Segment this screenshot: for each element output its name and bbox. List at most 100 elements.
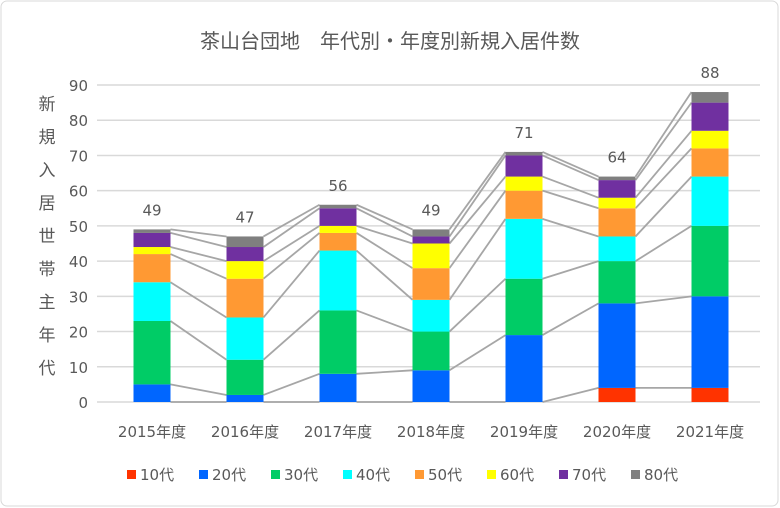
series-line <box>448 154 507 237</box>
legend-swatch <box>343 470 352 479</box>
legend-item-40代: 40代 <box>343 466 390 484</box>
total-label: 49 <box>142 201 161 219</box>
series-line <box>170 253 227 280</box>
bar-segment-60代-2020年度 <box>598 197 636 209</box>
series-line <box>448 278 507 333</box>
series-line <box>262 249 321 319</box>
legend-item-70代: 70代 <box>559 466 606 484</box>
x-tick-label: 2015年度 <box>118 423 186 441</box>
total-label: 47 <box>235 208 254 226</box>
series-line <box>170 228 227 238</box>
series-line <box>170 383 227 396</box>
bar-segment-70代-2018年度 <box>412 236 450 244</box>
legend-swatch <box>487 470 496 479</box>
bar-segment-50代-2019年度 <box>505 190 543 219</box>
bar-segment-70代-2015年度 <box>133 232 171 248</box>
series-line <box>542 151 599 178</box>
legend-label: 50代 <box>428 466 462 484</box>
bar-segment-80代-2016年度 <box>226 236 264 248</box>
x-tick-label: 2021年度 <box>676 423 744 441</box>
bar-segment-20代-2016年度 <box>226 394 264 402</box>
x-tick-label: 2016年度 <box>211 423 279 441</box>
series-line <box>542 154 599 181</box>
bar-segment-60代-2016年度 <box>226 261 264 279</box>
series-line <box>262 232 321 280</box>
bar-segment-70代-2020年度 <box>598 180 636 198</box>
bar-segment-30代-2016年度 <box>226 359 264 395</box>
y-tick-label: 20 <box>69 324 88 342</box>
bar-segment-80代-2017年度 <box>319 204 357 209</box>
bar-segment-70代-2017年度 <box>319 208 357 226</box>
total-label: 49 <box>421 201 440 219</box>
series-line <box>634 102 693 181</box>
legend-swatch <box>415 470 424 479</box>
bar-segment-80代-2019年度 <box>505 151 543 156</box>
y-label-char: 帯 <box>39 260 56 280</box>
series-line <box>448 151 507 230</box>
bar-segment-30代-2020年度 <box>598 261 636 304</box>
legend-label: 80代 <box>644 466 678 484</box>
bar-segment-80代-2018年度 <box>412 229 450 237</box>
y-label-char: 新 <box>39 95 56 115</box>
bar-segment-80代-2020年度 <box>598 176 636 181</box>
bar-segment-20代-2018年度 <box>412 370 450 402</box>
y-tick-label: 80 <box>69 112 88 130</box>
series-line <box>542 387 599 403</box>
series-line <box>634 130 693 199</box>
y-tick-label: 50 <box>69 218 88 236</box>
legend-swatch <box>127 470 136 479</box>
series-line <box>635 295 692 305</box>
y-label-char: 年 <box>39 326 56 346</box>
series-line <box>356 203 413 231</box>
bar-segment-20代-2021年度 <box>691 296 729 388</box>
y-tick-label: 90 <box>69 77 88 95</box>
series-line <box>170 281 227 319</box>
bar-segment-50代-2018年度 <box>412 268 450 300</box>
x-tick-label: 2020年度 <box>583 423 651 441</box>
series-line <box>634 175 693 238</box>
bar-segment-60代-2021年度 <box>691 130 729 149</box>
bar-segment-50代-2020年度 <box>598 208 636 237</box>
series-line <box>356 369 413 375</box>
series-line <box>262 207 321 248</box>
bar-segment-40代-2015年度 <box>133 282 171 321</box>
series-line <box>542 260 599 280</box>
series-line <box>356 232 413 269</box>
bar-segment-30代-2021年度 <box>691 225 729 297</box>
x-tick-label: 2019年度 <box>490 423 558 441</box>
y-tick-label: 30 <box>69 288 88 306</box>
total-label: 88 <box>700 64 719 82</box>
series-line <box>356 207 413 238</box>
y-label-char: 居 <box>39 194 56 214</box>
series-line <box>262 309 321 361</box>
y-tick-label: 60 <box>69 183 88 201</box>
legend-label: 30代 <box>284 466 318 484</box>
bar-segment-30代-2019年度 <box>505 278 543 336</box>
chart-title: 茶山台団地 年代別・年度別新規入居件数 <box>200 29 580 53</box>
y-tick-label: 10 <box>69 359 88 377</box>
bar-segment-30代-2018年度 <box>412 331 450 371</box>
series-line <box>356 225 413 245</box>
bar-segment-70代-2016年度 <box>226 247 264 262</box>
legend-item-80代: 80代 <box>631 466 678 484</box>
series-line <box>634 147 693 209</box>
series-line <box>634 91 693 178</box>
bar-segment-50代-2016年度 <box>226 278 264 318</box>
bar-segment-50代-2015年度 <box>133 254 171 283</box>
bar-segment-70代-2021年度 <box>691 102 729 131</box>
series-line <box>635 225 692 262</box>
y-label-char: 主 <box>39 293 56 313</box>
bar-segment-80代-2015年度 <box>133 229 171 233</box>
series-line <box>170 232 227 248</box>
legend-item-20代: 20代 <box>199 466 246 484</box>
total-label: 71 <box>514 124 533 142</box>
series-line <box>169 320 228 361</box>
series-line <box>542 189 599 210</box>
x-tick-label: 2018年度 <box>397 423 465 441</box>
bar-segment-30代-2015年度 <box>133 320 171 385</box>
series-line <box>356 309 413 333</box>
bar-segment-20代-2020年度 <box>598 303 636 388</box>
series-line <box>542 175 599 199</box>
series-line <box>448 176 507 245</box>
